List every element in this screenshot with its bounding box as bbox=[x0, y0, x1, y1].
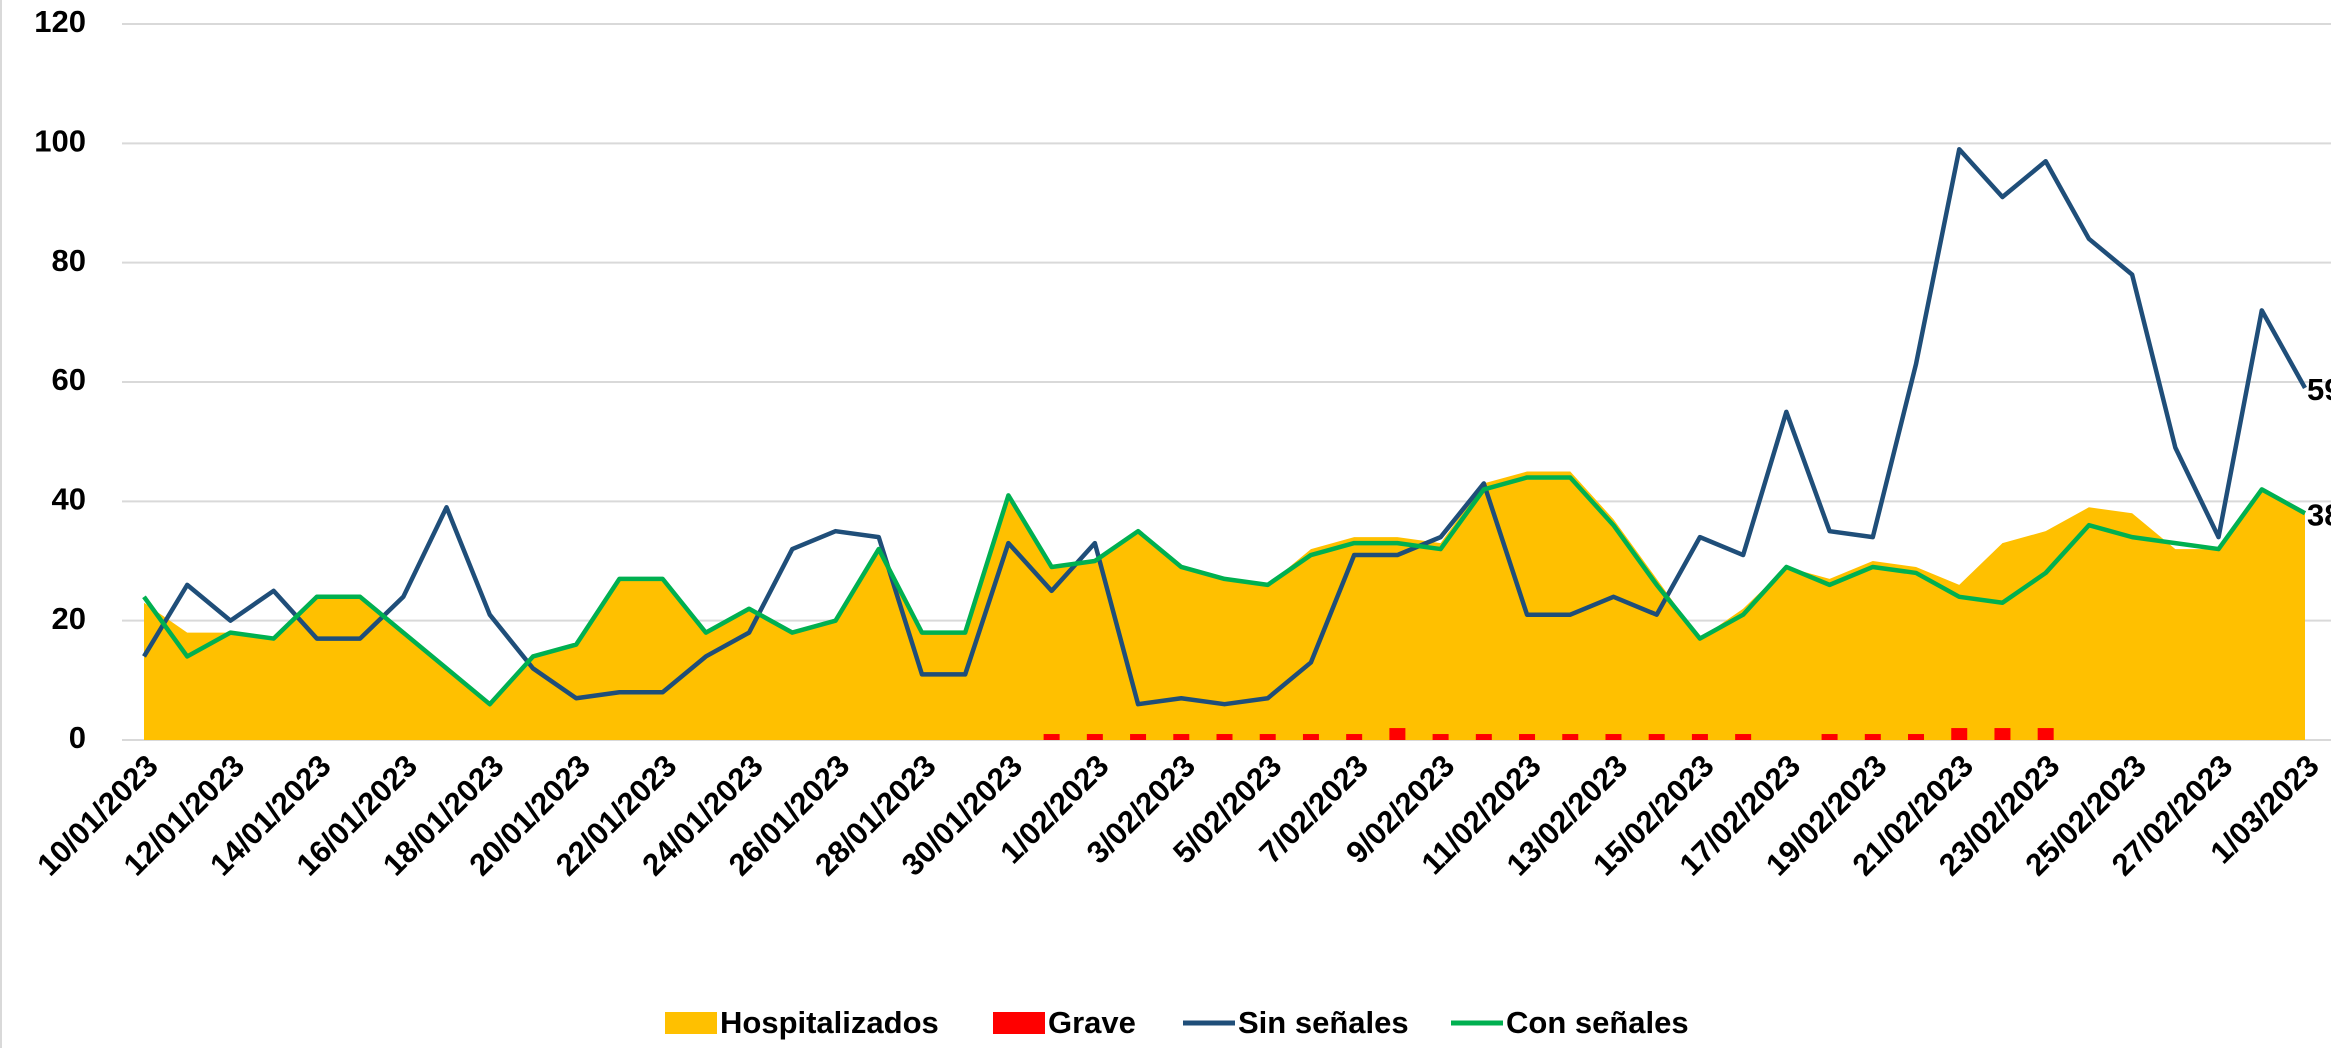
bar bbox=[1475, 734, 1492, 740]
bar bbox=[1562, 734, 1579, 740]
bar bbox=[1994, 728, 2011, 740]
bar bbox=[1043, 734, 1060, 740]
y-tick-label: 100 bbox=[34, 124, 86, 159]
bar bbox=[1173, 734, 1190, 740]
bar bbox=[1864, 734, 1881, 740]
area bbox=[144, 471, 2305, 740]
legend-label: Hospitalizados bbox=[720, 1005, 939, 1040]
bar bbox=[1389, 728, 1406, 740]
legend-swatch bbox=[993, 1012, 1045, 1034]
bar bbox=[1605, 734, 1622, 740]
bar bbox=[1346, 734, 1363, 740]
y-tick-label: 20 bbox=[52, 601, 86, 636]
y-tick-label: 0 bbox=[69, 720, 86, 755]
y-tick-label: 60 bbox=[52, 362, 86, 397]
bar bbox=[1821, 734, 1838, 740]
y-tick-label: 80 bbox=[52, 243, 86, 278]
bar bbox=[1691, 734, 1708, 740]
y-tick-label: 40 bbox=[52, 482, 86, 517]
bar bbox=[1735, 734, 1752, 740]
bar bbox=[1216, 734, 1233, 740]
line bbox=[142, 147, 2307, 707]
data-label: 59 bbox=[2307, 372, 2331, 407]
bar bbox=[1432, 734, 1449, 740]
data-label: 38 bbox=[2307, 497, 2331, 532]
bar bbox=[1086, 734, 1103, 740]
bar bbox=[1259, 734, 1276, 740]
bar bbox=[1648, 734, 1665, 740]
bar bbox=[1951, 728, 1968, 740]
line bbox=[142, 475, 2307, 707]
bar bbox=[1908, 734, 1925, 740]
bar bbox=[1302, 734, 1319, 740]
legend-label: Grave bbox=[1048, 1005, 1136, 1040]
legend-label: Con señales bbox=[1506, 1005, 1689, 1040]
legend-swatch bbox=[665, 1012, 717, 1034]
bar bbox=[1130, 734, 1147, 740]
bar bbox=[1519, 734, 1536, 740]
y-tick-label: 120 bbox=[34, 4, 86, 39]
legend-label: Sin señales bbox=[1238, 1005, 1409, 1040]
bar bbox=[2037, 728, 2054, 740]
